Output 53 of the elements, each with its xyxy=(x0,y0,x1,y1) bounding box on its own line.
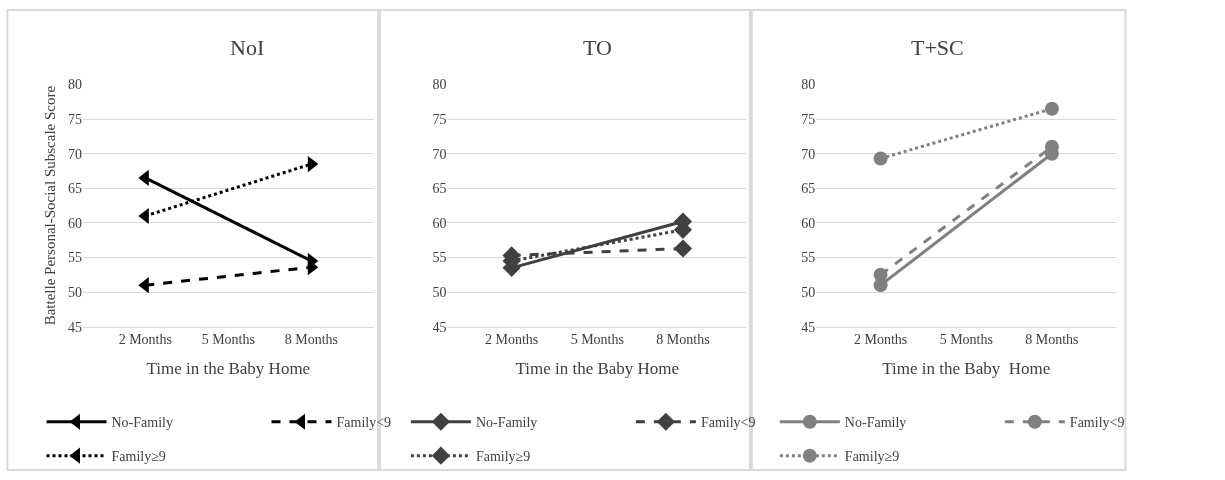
y-tick-label: 45 xyxy=(432,319,447,335)
point xyxy=(873,151,888,166)
legend-label: Family≥9 xyxy=(475,449,531,465)
y-tick-label: 55 xyxy=(801,250,816,266)
y-tick-label: 55 xyxy=(432,250,447,266)
legend-label: Family<9 xyxy=(336,415,392,431)
legend-label: Family<9 xyxy=(1069,415,1125,431)
x-tick-label: 2 Months xyxy=(853,332,908,348)
x-axis-title: Time in the Baby Home xyxy=(882,358,1051,378)
y-tick-label: 45 xyxy=(801,319,816,335)
y-tick-label: 65 xyxy=(432,181,447,197)
x-axis-title: Time in the Baby Home xyxy=(146,358,311,378)
y-tick-label: 50 xyxy=(801,284,816,300)
y-tick-label: 75 xyxy=(801,112,816,127)
x-tick-label: 5 Months xyxy=(570,332,624,348)
y-axis-title: Battelle Personal-Social Subscale Score xyxy=(42,85,59,326)
point xyxy=(873,267,888,282)
y-tick-label: 50 xyxy=(68,284,83,300)
y-tick-label: 55 xyxy=(68,250,83,266)
legend-label: No-Family xyxy=(475,415,538,431)
y-tick-label: 60 xyxy=(68,215,83,231)
y-tick-label: 80 xyxy=(68,77,83,93)
chart-title: NoI xyxy=(230,35,265,60)
legend-label: No-Family xyxy=(844,415,907,431)
y-tick-label: 70 xyxy=(801,146,816,162)
legend-label: No-Family xyxy=(111,415,173,431)
y-tick-label: 75 xyxy=(432,112,447,127)
point xyxy=(673,239,693,258)
x-tick-label: 5 Months xyxy=(939,332,993,348)
chart-title: TO xyxy=(583,35,612,60)
y-tick-label: 65 xyxy=(68,181,83,197)
y-tick-label: 80 xyxy=(801,77,816,93)
legend-label: Family<9 xyxy=(700,415,756,431)
point xyxy=(1044,101,1059,116)
legend-label: Family≥9 xyxy=(111,449,166,465)
x-tick-label: 8 Months xyxy=(656,332,710,348)
x-tick-label: 5 Months xyxy=(201,332,255,348)
y-tick-label: 80 xyxy=(432,77,447,93)
y-tick-label: 60 xyxy=(801,215,816,231)
chart-title: T+SC xyxy=(911,35,964,60)
x-tick-label: 8 Months xyxy=(1025,332,1079,348)
y-tick-label: 50 xyxy=(432,284,447,300)
y-tick-label: 60 xyxy=(432,215,447,231)
x-tick-label: 8 Months xyxy=(284,332,338,348)
y-tick-label: 70 xyxy=(432,146,447,162)
y-tick-label: 65 xyxy=(801,181,816,197)
y-tick-label: 75 xyxy=(68,112,83,127)
x-axis-title: Time in the Baby Home xyxy=(515,358,680,378)
x-tick-label: 2 Months xyxy=(484,332,539,348)
x-tick-label: 2 Months xyxy=(118,332,172,348)
legend-label: Family≥9 xyxy=(844,449,900,465)
y-tick-label: 45 xyxy=(68,319,83,335)
y-tick-label: 70 xyxy=(68,146,83,162)
